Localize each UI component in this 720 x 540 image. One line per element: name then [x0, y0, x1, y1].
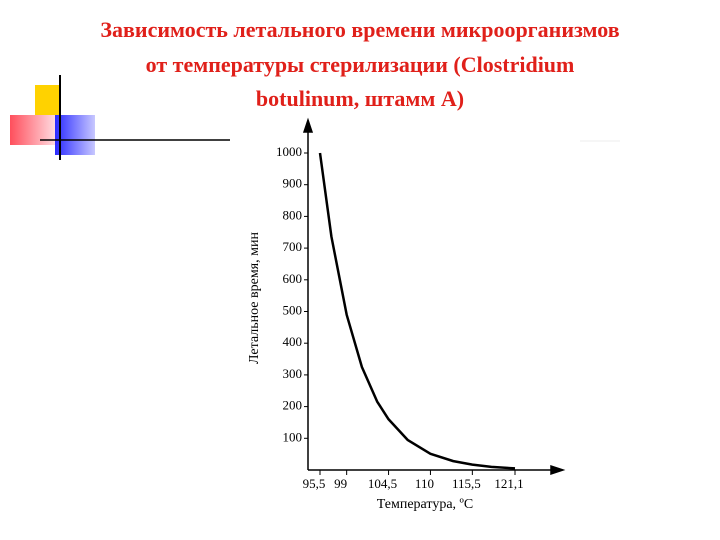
- y-tick-label: 1000: [276, 144, 302, 159]
- x-tick-label: 104,5: [368, 476, 397, 491]
- title: от температуры стерилизации (Clostridium: [146, 52, 575, 77]
- y-tick-label: 700: [283, 239, 303, 254]
- x-axis-label: Температура, ºС: [377, 497, 473, 512]
- y-tick-label: 900: [283, 176, 303, 191]
- y-tick-label: 200: [283, 398, 303, 413]
- decoration: [10, 75, 620, 160]
- title: botulinum, штамм А): [256, 86, 464, 111]
- y-tick-label: 400: [283, 334, 303, 349]
- title: Зависимость летального времени микроорга…: [100, 17, 619, 42]
- x-tick-label: 110: [415, 476, 434, 491]
- x-tick-label: 95,5: [303, 476, 326, 491]
- y-tick-label: 600: [283, 271, 303, 286]
- curve: [318, 152, 516, 470]
- y-axis-label: Летальное время, мин: [247, 232, 262, 364]
- x-tick-label: 121,1: [494, 476, 523, 491]
- y-tick-label: 800: [283, 207, 303, 222]
- y-tick-label: 500: [283, 302, 303, 317]
- y-tick-label: 100: [283, 429, 303, 444]
- x-tick-label: 99: [334, 476, 347, 491]
- x-tick-label: 115,5: [452, 476, 481, 491]
- y-tick-label: 300: [283, 366, 303, 381]
